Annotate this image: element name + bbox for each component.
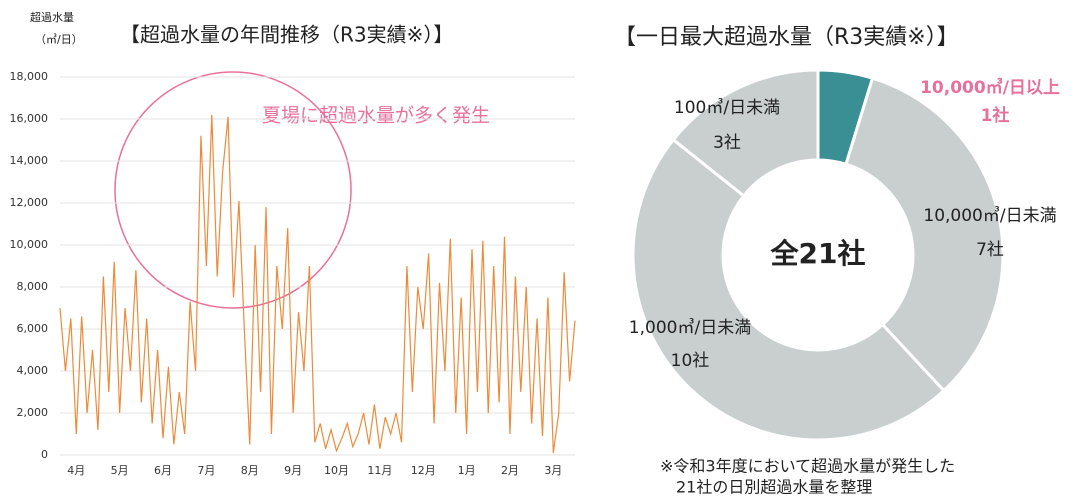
y-tick-label: 8,000 [17, 280, 49, 293]
slice-label: 10,000㎥/日未満 [923, 206, 1056, 226]
note: 21社の日別超過水量を整理 [676, 478, 872, 496]
x-tick-label: 12月 [411, 464, 436, 477]
x-tick-label: 11月 [367, 464, 392, 477]
y-axis-unit: （㎥/日） [35, 33, 83, 46]
y-tick-label: 14,000 [10, 154, 49, 167]
y-tick-label: 16,000 [10, 112, 49, 125]
x-tick-label: 5月 [111, 464, 129, 477]
x-tick-label: 4月 [67, 464, 85, 477]
line [59, 114, 576, 453]
y-tick-label: 18,000 [10, 70, 49, 83]
slice-value-label: 1社 [981, 105, 1010, 126]
y-axis-label: 超過水量 [30, 10, 74, 24]
x-tick-label: 6月 [154, 464, 172, 477]
donut-slice [631, 137, 946, 442]
slice-value-label: 3社 [713, 133, 741, 153]
x-tick-label: 1月 [458, 464, 476, 477]
x-tick-label: 7月 [197, 464, 215, 477]
highlight-circle [114, 71, 352, 309]
y-tick-label: 0 [41, 448, 48, 461]
y-tick-label: 2,000 [17, 406, 49, 419]
y-tick-label: 10,000 [10, 238, 49, 251]
slice-label: 100㎥/日未満 [674, 98, 780, 118]
slice-value-label: 7社 [976, 240, 1004, 260]
note: ※令和3年度において超過水量が発生した [660, 457, 955, 476]
slice-label: 1,000㎥/日未満 [629, 318, 751, 338]
x-tick-label: 10月 [324, 464, 349, 477]
donut-slice [671, 68, 820, 198]
slice-value-label: 10社 [671, 351, 710, 371]
y-tick-label: 6,000 [17, 322, 49, 335]
y-tick-label: 4,000 [17, 364, 49, 377]
x-tick-label: 8月 [241, 464, 259, 477]
annotation: 夏場に超過水量が多く発生 [262, 105, 490, 127]
chart-title: 【超過水量の年間推移（R3実績※）】 [120, 23, 453, 47]
y-tick-label: 12,000 [10, 196, 49, 209]
center-label: 全21社 [770, 237, 866, 270]
x-tick-label: 9月 [284, 464, 302, 477]
chart-title: 【一日最大超過水量（R3実績※）】 [614, 25, 959, 50]
x-tick-label: 2月 [501, 464, 519, 477]
x-tick-label: 3月 [544, 464, 562, 477]
donut-slice [844, 76, 1005, 393]
slice-label: 10,000㎥/日以上 [920, 77, 1060, 98]
